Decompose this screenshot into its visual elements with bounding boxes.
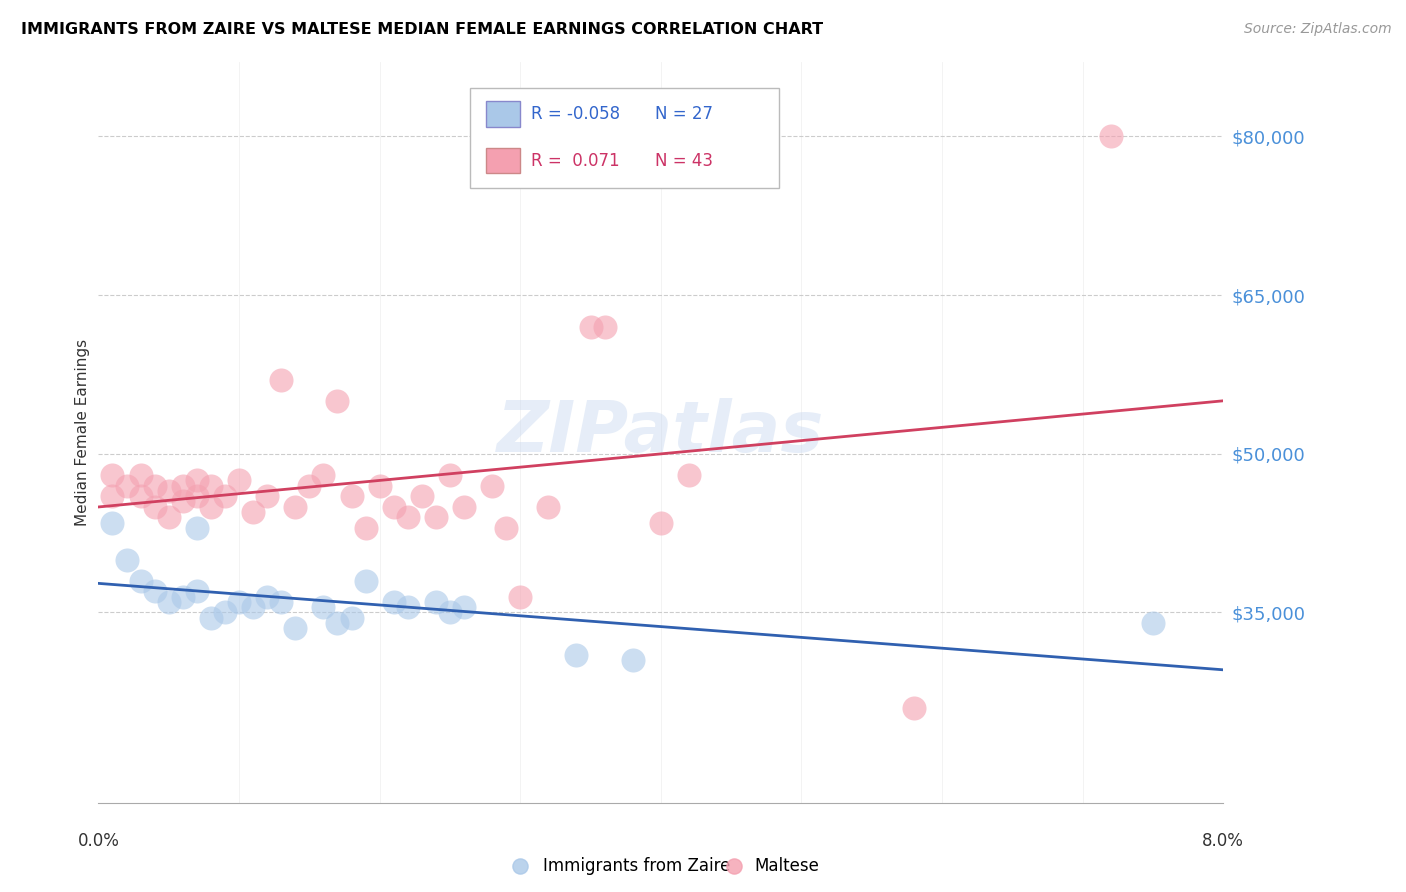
Point [172, 590, 194, 604]
Point [214, 606, 236, 620]
Text: Maltese: Maltese [754, 856, 820, 875]
Bar [486, 102, 520, 128]
Point [453, 600, 475, 615]
Point [101, 516, 124, 530]
Point [579, 319, 602, 334]
Point [270, 595, 292, 609]
Point [242, 600, 264, 615]
Point [368, 478, 391, 492]
Point [396, 510, 419, 524]
Point [425, 595, 447, 609]
Point [157, 483, 180, 498]
Point [1142, 615, 1164, 630]
Point [284, 500, 307, 514]
Point [396, 600, 419, 615]
Bar [486, 147, 520, 173]
Point [186, 521, 208, 535]
Point [186, 489, 208, 503]
Point [214, 489, 236, 503]
Point [593, 319, 616, 334]
Point [256, 590, 278, 604]
Point [326, 615, 349, 630]
Point [242, 505, 264, 519]
Point [115, 478, 138, 492]
Point [411, 489, 433, 503]
Text: 8.0%: 8.0% [1202, 832, 1244, 850]
Point [425, 510, 447, 524]
Point [382, 500, 405, 514]
Point [172, 478, 194, 492]
Point [340, 489, 363, 503]
Point [129, 467, 152, 482]
Point [157, 510, 180, 524]
Point [200, 478, 222, 492]
Point [200, 611, 222, 625]
Point [143, 584, 166, 599]
Point [298, 478, 321, 492]
Point [270, 373, 292, 387]
Point [101, 489, 124, 503]
Point [172, 494, 194, 508]
Point [143, 478, 166, 492]
Point [340, 611, 363, 625]
Text: 0.0%: 0.0% [77, 832, 120, 850]
Point [143, 500, 166, 514]
Point [228, 473, 250, 487]
Point [354, 574, 377, 588]
Point [537, 500, 560, 514]
Point [284, 621, 307, 635]
Point [186, 584, 208, 599]
Point [354, 521, 377, 535]
Point [903, 700, 925, 714]
Point [453, 500, 475, 514]
Point [312, 600, 335, 615]
Point [565, 648, 588, 662]
FancyBboxPatch shape [470, 88, 779, 188]
Text: N = 43: N = 43 [655, 152, 713, 169]
Point [382, 595, 405, 609]
Point [129, 574, 152, 588]
Text: Immigrants from Zaire: Immigrants from Zaire [543, 856, 730, 875]
Point [228, 595, 250, 609]
Point [509, 590, 531, 604]
Point [621, 653, 644, 667]
Point [326, 393, 349, 408]
Point [256, 489, 278, 503]
Point [101, 467, 124, 482]
Point [439, 606, 461, 620]
Text: R = -0.058: R = -0.058 [531, 105, 620, 123]
Point [650, 516, 672, 530]
Point [439, 467, 461, 482]
Point [481, 478, 503, 492]
Point [186, 473, 208, 487]
Text: R =  0.071: R = 0.071 [531, 152, 620, 169]
Point [678, 467, 700, 482]
Text: N = 27: N = 27 [655, 105, 713, 123]
Point [129, 489, 152, 503]
Text: IMMIGRANTS FROM ZAIRE VS MALTESE MEDIAN FEMALE EARNINGS CORRELATION CHART: IMMIGRANTS FROM ZAIRE VS MALTESE MEDIAN … [21, 22, 824, 37]
Point [1099, 129, 1122, 144]
Point [200, 500, 222, 514]
Point [157, 595, 180, 609]
Point [495, 521, 517, 535]
Y-axis label: Median Female Earnings: Median Female Earnings [75, 339, 90, 526]
Point [115, 552, 138, 566]
Point [312, 467, 335, 482]
Text: Source: ZipAtlas.com: Source: ZipAtlas.com [1244, 22, 1392, 37]
Text: ZIPatlas: ZIPatlas [498, 398, 824, 467]
